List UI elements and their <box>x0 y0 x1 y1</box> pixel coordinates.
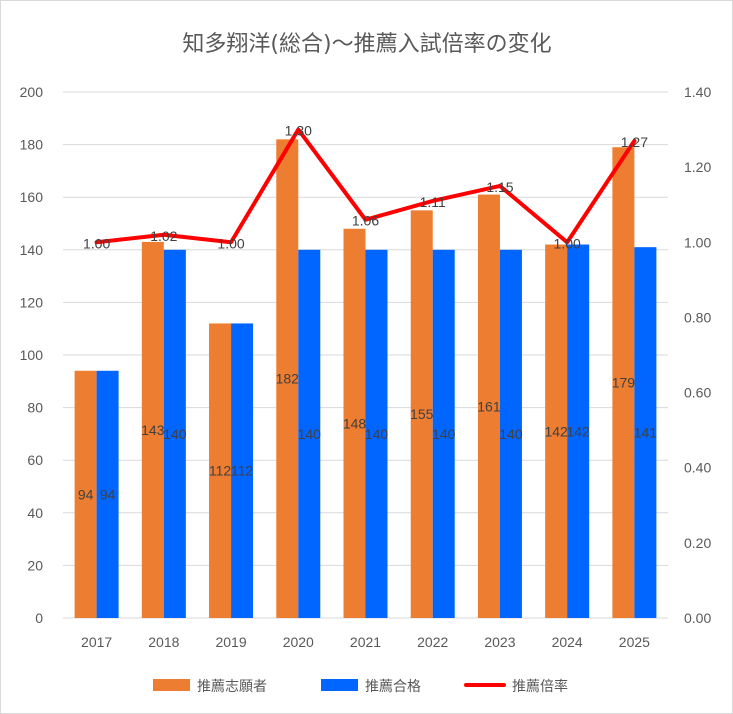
bar-applicants <box>477 194 500 618</box>
x-category-label: 2025 <box>619 634 650 650</box>
data-label-applicants: 94 <box>78 486 94 502</box>
bar-passed <box>567 244 590 619</box>
y-left-tick-label: 180 <box>20 137 44 153</box>
ratio-line <box>94 127 637 245</box>
y-right-tick-label: 0.00 <box>684 610 711 626</box>
x-category-label: 2018 <box>148 634 179 650</box>
bars <box>74 139 657 619</box>
data-label-ratio: 1.02 <box>150 228 177 244</box>
bar-applicants <box>545 244 568 619</box>
data-label-passed: 140 <box>432 426 456 442</box>
legend-swatch <box>321 679 358 691</box>
data-label-applicants: 182 <box>276 371 300 387</box>
data-label-passed: 112 <box>231 463 254 479</box>
y-left-tick-label: 40 <box>27 505 43 521</box>
y-left-tick-label: 120 <box>20 294 44 310</box>
x-category-label: 2020 <box>283 634 314 650</box>
bar-passed <box>432 249 455 619</box>
data-label-applicants: 142 <box>544 423 568 439</box>
legend-label: 推薦倍率 <box>512 678 568 695</box>
data-label-passed: 141 <box>634 425 658 441</box>
data-label-applicants: 143 <box>141 422 165 438</box>
x-category-label: 2023 <box>484 634 515 650</box>
y-right-tick-label: 1.00 <box>684 234 711 250</box>
axis-tick-labels: 0 20 40 60 80 100 120 140 160 180 200 0.00 0.20 0.40 0… <box>20 84 712 650</box>
y-left-tick-label: 80 <box>27 400 43 416</box>
y-left-tick-label: 0 <box>35 610 43 626</box>
bar-passed <box>231 323 254 618</box>
bar-passed <box>365 249 388 619</box>
data-label-passed: 140 <box>298 426 322 442</box>
legend-swatch <box>153 679 190 691</box>
data-label-ratio: 1.00 <box>554 235 581 251</box>
bar-passed <box>499 249 522 619</box>
bar-passed <box>298 249 321 619</box>
legend-label: 推薦志願者 <box>197 679 267 695</box>
data-label-passed: 140 <box>365 426 389 442</box>
ratio-line-path <box>94 127 637 245</box>
y-left-tick-label: 20 <box>27 557 43 573</box>
y-left-tick-label: 140 <box>20 242 44 258</box>
data-label-ratio: 1.11 <box>420 194 446 210</box>
x-category-label: 2022 <box>417 634 448 650</box>
bar-applicants <box>74 370 97 618</box>
bar-applicants <box>343 228 366 618</box>
data-label-ratio: 1.27 <box>621 134 648 150</box>
x-category-label: 2019 <box>215 634 246 650</box>
data-label-passed: 142 <box>566 423 590 439</box>
legend-label: 推薦合格 <box>365 679 421 695</box>
y-right-tick-label: 1.40 <box>684 84 711 100</box>
data-label-applicants: 161 <box>477 398 501 414</box>
bar-applicants <box>410 210 433 618</box>
data-label-applicants: 155 <box>410 406 434 422</box>
data-label-ratio: 1.00 <box>217 235 244 251</box>
bar-applicants <box>209 323 232 618</box>
bar-passed <box>163 249 186 619</box>
bar-applicants <box>141 241 164 618</box>
bar-applicants <box>276 139 299 618</box>
data-label-passed: 94 <box>100 486 116 502</box>
y-left-tick-label: 100 <box>20 347 44 363</box>
data-label-passed: 140 <box>499 426 523 442</box>
y-right-tick-label: 0.40 <box>684 460 711 476</box>
data-label-ratio: 1.30 <box>285 123 312 139</box>
data-label-applicants: 148 <box>343 415 367 431</box>
bar-passed <box>634 247 657 619</box>
y-left-tick-label: 200 <box>20 84 44 100</box>
y-right-tick-label: 0.80 <box>684 309 711 325</box>
data-label-applicants: 112 <box>209 463 232 479</box>
y-right-tick-label: 0.60 <box>684 385 711 401</box>
bar-passed <box>96 370 119 618</box>
y-right-tick-label: 0.20 <box>684 535 711 551</box>
data-label-applicants: 179 <box>612 375 636 391</box>
x-category-label: 2017 <box>81 634 112 650</box>
x-category-label: 2024 <box>552 634 583 650</box>
x-category-label: 2021 <box>350 634 381 650</box>
y-right-tick-label: 1.20 <box>684 159 711 175</box>
bar-applicants <box>612 147 635 619</box>
chart-title: 知多翔洋(総合)～推薦入試倍率の変化 <box>182 32 551 57</box>
y-left-tick-label: 60 <box>27 452 43 468</box>
data-label-ratio: 1.15 <box>486 179 513 195</box>
y-left-tick-label: 160 <box>20 189 44 205</box>
data-label-ratio: 1.00 <box>83 235 110 251</box>
legend: 推薦志願者 推薦合格 推薦倍率 <box>153 678 568 695</box>
data-label-passed: 140 <box>163 426 187 442</box>
data-label-ratio: 1.06 <box>352 213 379 229</box>
